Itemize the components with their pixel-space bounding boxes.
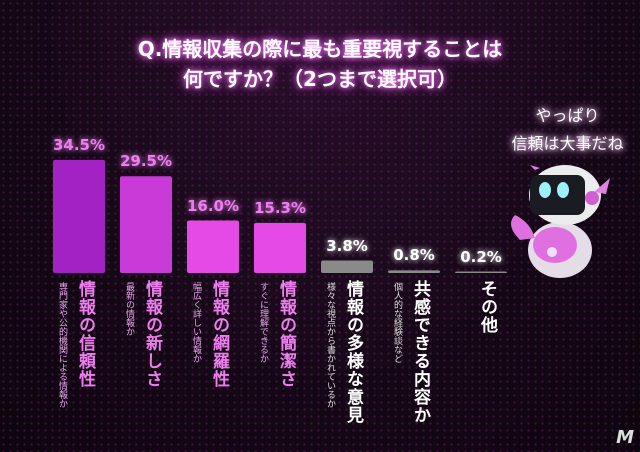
bar-3 <box>187 220 239 273</box>
subcategory-label: すぐに理解できるか <box>258 282 268 363</box>
category-label: 共感できる内容か <box>410 280 430 424</box>
category-label: 情報の新しさ <box>142 280 162 388</box>
category-label: 情報の簡潔さ <box>276 280 296 388</box>
bar-4 <box>254 222 306 273</box>
bar-2 <box>120 176 172 273</box>
value-label: 3.8% <box>326 236 368 255</box>
subcategory-label: 幅広く詳しい情報か <box>191 282 201 363</box>
value-label: 34.5% <box>52 135 106 154</box>
logo: M <box>616 427 634 448</box>
bar-5 <box>321 260 373 273</box>
bar-6 <box>388 270 440 273</box>
chart-title: Q.情報収集の際に最も重要視することは 何ですか？（2つまで選択可） <box>0 34 640 94</box>
category-label: 情報の信頼性 <box>75 280 95 388</box>
value-label: 15.3% <box>253 198 307 217</box>
subcategory-label: 様々な視点から書かれているか <box>325 282 335 408</box>
category-label: 情報の網羅性 <box>209 280 229 388</box>
subcategory-label: 最新の情報か <box>124 282 134 336</box>
title-line-1: Q.情報収集の際に最も重要視することは <box>137 37 503 61</box>
bar-1 <box>53 159 105 273</box>
value-label: 29.5% <box>119 152 173 171</box>
title-line-2: 何ですか？（2つまで選択可） <box>183 67 457 91</box>
bar-7 <box>455 271 507 273</box>
value-label: 16.0% <box>186 196 240 215</box>
category-label: 情報の多様な意見 <box>343 280 363 424</box>
robot-speech-bubble: やっぱり 信頼は大事だね <box>495 102 640 158</box>
bubble-line-1: やっぱり <box>535 106 600 125</box>
value-label: 0.8% <box>393 246 435 265</box>
category-label: その他 <box>477 280 497 334</box>
value-label: 0.2% <box>460 247 502 266</box>
bubble-line-2: 信頼は大事だね <box>511 134 624 153</box>
subcategory-label: 個人的な経験談など <box>392 282 402 363</box>
subcategory-label: 専門家や公的機関による情報か <box>57 282 67 408</box>
